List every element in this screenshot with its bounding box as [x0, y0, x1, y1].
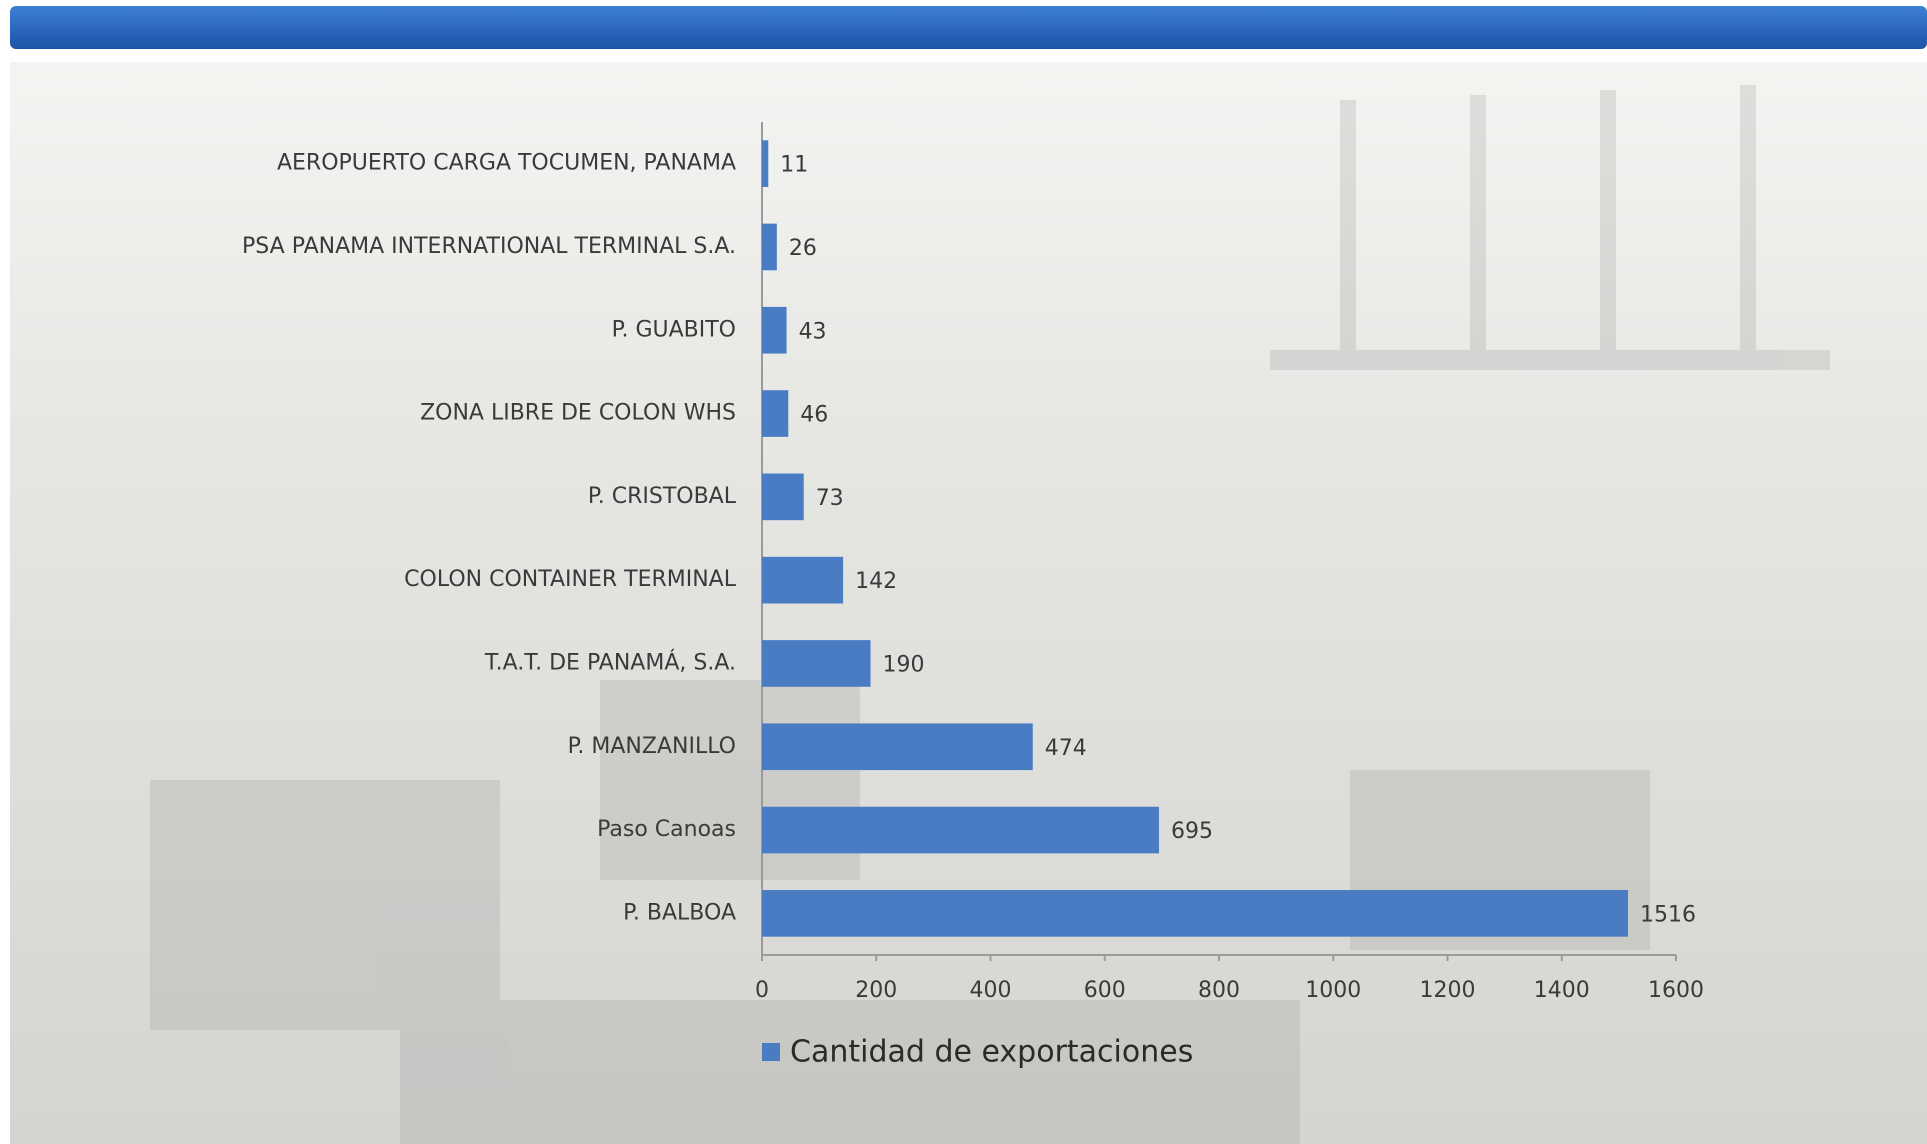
- x-tick-label: 1400: [1534, 978, 1590, 1003]
- data-label: 73: [816, 486, 844, 511]
- bar: [762, 640, 871, 687]
- legend-swatch: [762, 1043, 780, 1061]
- x-tick-label: 1000: [1305, 978, 1361, 1003]
- y-tick-label: P. BALBOA: [623, 900, 736, 925]
- data-label: 695: [1171, 819, 1213, 844]
- page: {"chart_data": {"type": "bar", "orientat…: [0, 0, 1927, 1144]
- y-tick-label: T.A.T. DE PANAMÁ, S.A.: [484, 649, 736, 675]
- header-bar: [10, 6, 1927, 49]
- chart: 0 200 400 600 800 1000 1200 1400 1600 AEROPUERTO …: [0, 0, 1927, 1144]
- y-tick-label: PSA PANAMA INTERNATIONAL TERMINAL S.A.: [242, 234, 736, 259]
- bar: [762, 474, 804, 521]
- x-tick-label: 0: [755, 978, 769, 1003]
- data-label: 474: [1045, 736, 1087, 761]
- data-label: 190: [883, 652, 925, 677]
- bar: [762, 807, 1159, 854]
- y-tick-label: COLON CONTAINER TERMINAL: [404, 567, 737, 592]
- data-label: 1516: [1640, 902, 1696, 927]
- x-tick-label: 1600: [1648, 978, 1704, 1003]
- y-tick-label: P. CRISTOBAL: [588, 484, 737, 509]
- bar: [762, 140, 768, 187]
- data-label: 26: [789, 236, 817, 261]
- legend-label: Cantidad de exportaciones: [790, 1035, 1193, 1070]
- data-label: 46: [800, 403, 828, 428]
- x-tick-label: 800: [1198, 978, 1240, 1003]
- bar: [762, 224, 777, 271]
- data-label: 43: [799, 319, 827, 344]
- x-tick-label: 400: [970, 978, 1012, 1003]
- y-tick-label: ZONA LIBRE DE COLON WHS: [420, 401, 736, 426]
- bar: [762, 390, 788, 437]
- x-tick-label: 1200: [1420, 978, 1476, 1003]
- y-tick-label: P. GUABITO: [612, 317, 736, 342]
- y-tick-label: AEROPUERTO CARGA TOCUMEN, PANAMA: [277, 151, 736, 176]
- x-tick-label: 600: [1084, 978, 1126, 1003]
- y-tick-label: Paso Canoas: [597, 817, 736, 842]
- y-tick-label: P. MANZANILLO: [568, 734, 736, 759]
- bar: [762, 723, 1033, 770]
- bar: [762, 307, 787, 354]
- data-label: 142: [855, 569, 897, 594]
- data-label: 11: [780, 153, 808, 178]
- bar: [762, 557, 843, 604]
- bar: [762, 890, 1628, 937]
- x-tick-label: 200: [855, 978, 897, 1003]
